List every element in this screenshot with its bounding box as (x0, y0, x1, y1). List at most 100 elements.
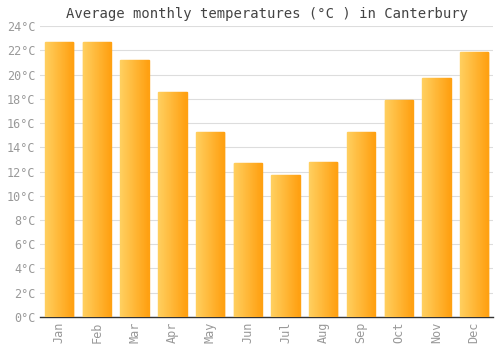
Bar (327, 162, 328, 317)
Bar (353, 132, 354, 317)
Bar (95, 42, 96, 317)
Bar (372, 132, 373, 317)
Bar (234, 163, 235, 317)
Bar (412, 100, 413, 317)
Bar (309, 162, 310, 317)
Bar (144, 60, 145, 317)
Bar (90, 42, 91, 317)
Bar (238, 163, 240, 317)
Bar (100, 42, 101, 317)
Bar (288, 175, 289, 317)
Bar (329, 162, 330, 317)
Bar (173, 92, 174, 317)
Bar (402, 100, 403, 317)
Bar (97, 42, 98, 317)
Bar (85, 42, 86, 317)
Bar (202, 132, 203, 317)
Bar (432, 78, 433, 317)
Bar (386, 100, 388, 317)
Bar (287, 175, 288, 317)
Bar (362, 132, 363, 317)
Bar (430, 78, 431, 317)
Bar (178, 92, 180, 317)
Bar (120, 60, 121, 317)
Bar (48, 42, 50, 317)
Bar (356, 132, 357, 317)
Bar (96, 42, 97, 317)
Bar (206, 132, 208, 317)
Bar (91, 42, 92, 317)
Bar (476, 52, 477, 317)
Bar (218, 132, 220, 317)
Bar (52, 42, 53, 317)
Bar (242, 163, 243, 317)
Bar (324, 162, 326, 317)
Bar (88, 42, 89, 317)
Bar (66, 42, 67, 317)
Bar (487, 52, 488, 317)
Bar (199, 132, 200, 317)
Bar (243, 163, 244, 317)
Bar (273, 175, 274, 317)
Bar (272, 175, 273, 317)
Bar (220, 132, 222, 317)
Bar (205, 132, 206, 317)
Bar (180, 92, 181, 317)
Bar (53, 42, 54, 317)
Bar (336, 162, 338, 317)
Bar (55, 42, 56, 317)
Bar (71, 42, 72, 317)
Bar (256, 163, 257, 317)
Bar (321, 162, 322, 317)
Bar (126, 60, 127, 317)
Bar (444, 78, 445, 317)
Bar (438, 78, 440, 317)
Bar (143, 60, 144, 317)
Bar (425, 78, 426, 317)
Bar (67, 42, 68, 317)
Title: Average monthly temperatures (°C ) in Canterbury: Average monthly temperatures (°C ) in Ca… (66, 7, 468, 21)
Bar (168, 92, 169, 317)
Bar (328, 162, 329, 317)
Bar (62, 42, 64, 317)
Bar (92, 42, 94, 317)
Bar (389, 100, 390, 317)
Bar (181, 92, 182, 317)
Bar (449, 78, 450, 317)
Bar (131, 60, 132, 317)
Bar (285, 175, 286, 317)
Bar (475, 52, 476, 317)
Bar (237, 163, 238, 317)
Bar (212, 132, 213, 317)
Bar (148, 60, 149, 317)
Bar (437, 78, 438, 317)
Bar (479, 52, 480, 317)
Bar (474, 52, 475, 317)
Bar (350, 132, 351, 317)
Bar (164, 92, 166, 317)
Bar (326, 162, 327, 317)
Bar (158, 92, 159, 317)
Bar (104, 42, 106, 317)
Bar (255, 163, 256, 317)
Bar (354, 132, 356, 317)
Bar (250, 163, 252, 317)
Bar (172, 92, 173, 317)
Bar (130, 60, 131, 317)
Bar (434, 78, 435, 317)
Bar (184, 92, 185, 317)
Bar (124, 60, 126, 317)
Bar (485, 52, 486, 317)
Bar (482, 52, 484, 317)
Bar (480, 52, 482, 317)
Bar (204, 132, 205, 317)
Bar (249, 163, 250, 317)
Bar (360, 132, 361, 317)
Bar (467, 52, 468, 317)
Bar (47, 42, 48, 317)
Bar (200, 132, 201, 317)
Bar (284, 175, 285, 317)
Bar (448, 78, 449, 317)
Bar (292, 175, 294, 317)
Bar (431, 78, 432, 317)
